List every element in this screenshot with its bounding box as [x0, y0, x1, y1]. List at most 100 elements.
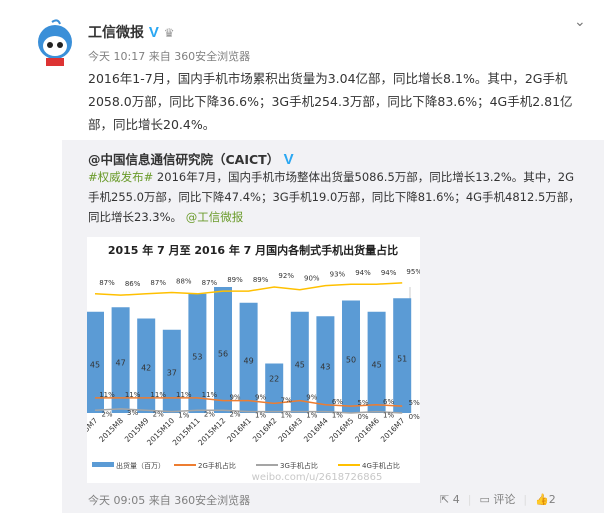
- bar-label: 47: [116, 358, 126, 367]
- comment-label: 评论: [493, 493, 516, 506]
- x-tick-label: 2016M1: [225, 416, 253, 444]
- share-count: 4: [452, 492, 460, 506]
- bar-label: 45: [295, 360, 305, 369]
- bar-2016M7: [393, 298, 412, 413]
- line-4G手机占比: [94, 282, 403, 296]
- line-point-label: 9%: [306, 394, 317, 402]
- line-point-label: 1%: [306, 412, 317, 420]
- bar-label: 45: [90, 360, 100, 369]
- line-point-label: 1%: [383, 412, 394, 420]
- verified-icon: V: [283, 151, 294, 168]
- legend-label: 出货量（百万）: [116, 461, 165, 470]
- line-point-label: 9%: [255, 394, 266, 402]
- share-button[interactable]: ⇱ 4: [440, 493, 460, 506]
- line-point-label: 87%: [150, 279, 166, 287]
- bar-2015M10: [162, 329, 181, 413]
- bar-2015M9: [137, 318, 156, 413]
- x-tick-label: 2015M8: [97, 416, 125, 444]
- line-point-label: 86%: [125, 280, 141, 288]
- line-point-label: 3%: [127, 409, 138, 417]
- bar-label: 50: [346, 355, 356, 364]
- x-tick-label: 2016M5: [328, 416, 356, 444]
- bar-label: 37: [167, 369, 177, 378]
- line-point-label: 1%: [281, 412, 292, 420]
- line-2G手机占比: [95, 397, 403, 407]
- x-tick-label: 2016M3: [276, 416, 304, 444]
- line-point-label: 89%: [227, 276, 243, 284]
- repost-author-link[interactable]: @中国信息通信研究院（CAICT）: [88, 152, 280, 167]
- avatar[interactable]: [32, 18, 78, 68]
- line-point-label: 2%: [229, 410, 240, 418]
- share-icon: ⇱: [440, 492, 450, 506]
- bar-label: 42: [141, 363, 151, 372]
- bar-2015M7: [87, 311, 104, 413]
- mention-link[interactable]: @工信微报: [185, 210, 244, 224]
- comment-button[interactable]: ▭ 评论: [479, 491, 515, 507]
- watermark: weibo.com/u/2618726865: [252, 472, 383, 483]
- chevron-down-icon[interactable]: ⌄: [574, 14, 586, 30]
- line-point-label: 0%: [409, 413, 420, 421]
- hashtag-link[interactable]: #权威发布#: [88, 170, 154, 184]
- bar-2016M3: [290, 311, 309, 413]
- legend-label: 4G手机占比: [362, 461, 400, 470]
- x-tick-label: 2016M7: [379, 416, 407, 444]
- comment-icon: ▭: [479, 493, 490, 506]
- divider: |: [523, 492, 528, 506]
- line-point-label: 6%: [332, 398, 343, 406]
- bar-label: 45: [372, 360, 382, 369]
- bar-2016M5: [342, 300, 360, 413]
- bar-label: 53: [192, 352, 202, 361]
- chart-title: 2015 年 7 月至 2016 年 7 月国内各制式手机出货量占比: [108, 243, 398, 257]
- line-point-label: 2%: [204, 410, 215, 418]
- bar-2016M1: [239, 302, 258, 413]
- verified-icon: V: [148, 24, 159, 41]
- line-point-label: 1%: [255, 412, 266, 420]
- line-point-label: 87%: [99, 279, 115, 287]
- line-point-label: 11%: [202, 391, 218, 399]
- thumbs-up-icon: 👍: [535, 492, 549, 506]
- x-tick-label: 2015M12: [196, 416, 227, 447]
- line-point-label: 11%: [150, 391, 166, 399]
- bar-label: 43: [320, 362, 330, 371]
- legend-label: 3G手机占比: [280, 461, 318, 470]
- line-point-label: 11%: [125, 391, 141, 399]
- chart-image[interactable]: 2015 年 7 月至 2016 年 7 月国内各制式手机出货量占比 45 201…: [87, 237, 420, 483]
- line-point-label: 2%: [101, 410, 112, 418]
- repost-author[interactable]: @中国信息通信研究院（CAICT） V: [88, 149, 294, 168]
- action-bar: ⇱ 4 | ▭ 评论 | 👍2: [440, 491, 556, 507]
- line-point-label: 93%: [330, 271, 346, 279]
- like-button[interactable]: 👍2: [535, 493, 556, 506]
- bar-label: 51: [397, 354, 407, 363]
- post-meta[interactable]: 今天 10:17 来自 360安全浏览器: [88, 50, 251, 63]
- username-link[interactable]: 工信微报: [88, 25, 144, 41]
- line-point-label: 88%: [176, 277, 192, 285]
- line-point-label: 1%: [332, 412, 343, 420]
- bar-2016M4: [316, 316, 335, 413]
- repost-meta[interactable]: 今天 09:05 来自 360安全浏览器: [88, 494, 251, 507]
- bar-2015M8: [111, 307, 130, 413]
- line-point-label: 1%: [178, 412, 189, 420]
- line-point-label: 5%: [409, 399, 420, 407]
- username[interactable]: 工信微报 V ♛: [88, 22, 175, 42]
- bar-2016M6: [367, 311, 386, 413]
- x-tick-label: 2015M7: [87, 416, 100, 444]
- bar-label: 49: [244, 356, 254, 365]
- legend-swatch: [92, 462, 114, 467]
- line-point-label: 94%: [355, 269, 371, 277]
- line-point-label: 90%: [304, 275, 320, 283]
- bar-2015M12: [214, 287, 232, 413]
- line-point-label: 95%: [406, 268, 420, 276]
- line-point-label: 2%: [153, 410, 164, 418]
- like-count: 2: [548, 492, 556, 506]
- repost-body: 2016年7月，国内手机市场整体出货量5086.5万部，同比增长13.2%。其中…: [88, 170, 580, 224]
- repost-text: #权威发布# 2016年7月，国内手机市场整体出货量5086.5万部，同比增长1…: [88, 167, 583, 227]
- bar-2016M2: [265, 363, 284, 413]
- line-point-label: 5%: [357, 399, 368, 407]
- post-text: 2016年1-7月，国内手机市场累积出货量为3.04亿部，同比增长8.1%。其中…: [88, 71, 573, 132]
- bar-label: 56: [218, 349, 228, 358]
- line-point-label: 6%: [383, 398, 394, 406]
- line-point-label: 94%: [381, 269, 397, 277]
- x-tick-label: 2016M4: [302, 416, 330, 444]
- line-point-label: 89%: [253, 276, 269, 284]
- line-point-label: 11%: [176, 391, 192, 399]
